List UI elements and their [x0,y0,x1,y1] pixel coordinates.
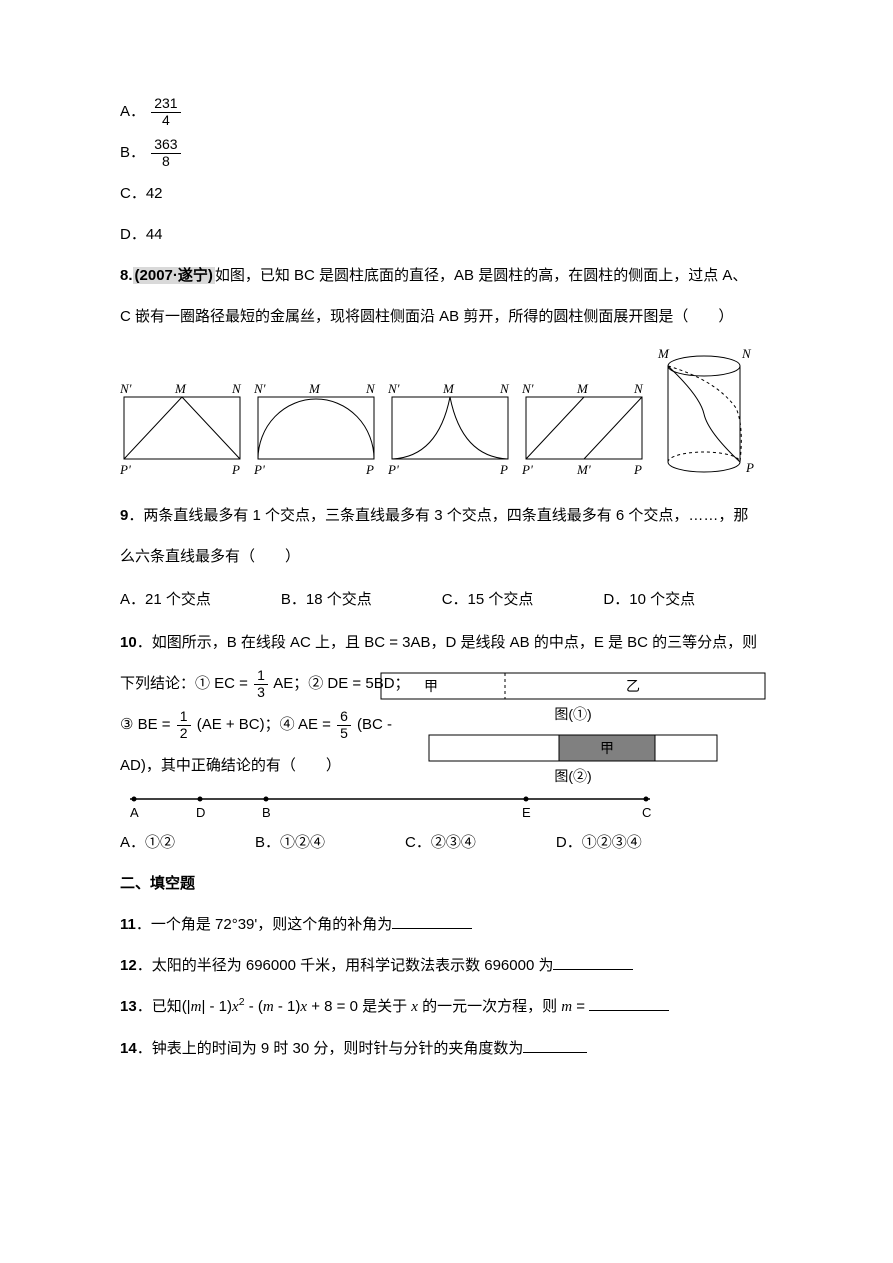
svg-text:B: B [262,805,271,820]
q11-num: 11 [120,916,136,933]
svg-text:A: A [130,805,139,820]
frac-1-2: 12 [177,709,191,741]
svg-text:P': P' [254,462,265,476]
q9-line2: 么六条直线最多有（ ） [120,537,773,576]
svg-text:M: M [442,381,455,396]
svg-text:P: P [365,462,374,476]
svg-text:P: P [231,462,240,476]
svg-text:C: C [642,805,651,820]
q8-num: 8. [120,267,133,284]
svg-text:M: M [657,346,670,361]
blank-11 [392,915,472,930]
q9-opt-a: A．21 个交点 [120,580,211,619]
q7-option-a: A． 231 4 [120,92,773,131]
svg-text:N: N [499,381,510,396]
q12-num: 12 [120,957,137,974]
q14-num: 14 [120,1040,137,1057]
svg-text:P': P' [388,462,399,476]
fig2-caption: 图(②) [373,767,773,787]
opt-d-label: D． [120,226,146,243]
svg-text:D: D [196,805,205,820]
blank-14 [523,1039,587,1054]
fig1-left-label: 甲 [424,678,438,694]
q7-option-d: D．44 [120,215,773,254]
svg-text:N: N [741,346,752,361]
q10-figures: 甲 乙 图(①) 甲 图(②) [373,669,773,786]
svg-text:P: P [745,460,754,475]
q8-line1: 8.(2007·遂宁)如图，已知 BC 是圆柱底面的直径，AB 是圆柱的高，在圆… [120,256,773,295]
svg-text:M: M [576,381,589,396]
fig2-label: 甲 [600,740,614,756]
q8-cylinder: M N P [656,346,756,476]
q14-line: 14．钟表上的时间为 9 时 30 分，则时针与分针的夹角度数为 [120,1029,773,1068]
svg-text:E: E [522,805,531,820]
opt-c-label: C． [120,185,146,202]
blank-12 [553,956,633,971]
q8-diagrams: N' M N P' P N' M N P' P N' M N P' P N' M N P' M' P [120,346,773,476]
q10-opt-b: B．①②④ [255,823,325,862]
q9-opt-c: C．15 个交点 [442,580,534,619]
q8-stem1: 如图，已知 BC 是圆柱底面的直径，AB 是圆柱的高，在圆柱的侧面上，过点 A、 [215,267,748,284]
svg-text:N': N' [120,381,132,396]
q10-fig1: 甲 乙 [373,669,773,703]
q8-tag: (2007·遂宁) [133,267,215,284]
q8-diagram-2: N' M N P' P [254,381,378,476]
svg-text:P: P [633,462,642,476]
opt-a-label: A． [120,103,145,120]
svg-text:N': N' [388,381,400,396]
q13-num: 13 [120,998,137,1015]
q10-line1: 10．如图所示，B 在线段 AC 上，且 BC = 3AB，D 是线段 AB 的… [120,623,773,662]
q10-num: 10 [120,634,137,651]
svg-text:M': M' [576,462,591,476]
q10-opt-a: A．①② [120,823,175,862]
q9-opt-d: D．10 个交点 [603,580,695,619]
q9-options: A．21 个交点 B．18 个交点 C．15 个交点 D．10 个交点 [120,580,773,619]
svg-text:M: M [174,381,187,396]
frac-231-4: 231 4 [151,96,180,128]
fig1-right-label: 乙 [626,678,640,694]
q11-line: 11．一个角是 72°39'，则这个角的补角为 [120,905,773,944]
svg-text:N: N [231,381,242,396]
q13-line: 13．已知(|m| - 1)x2 - (m - 1)x + 8 = 0 是关于 … [120,987,773,1027]
q10-options: A．①② B．①②④ C．②③④ D．①②③④ [120,823,773,862]
svg-text:N: N [633,381,644,396]
q8-diagram-3: N' M N P' P [388,381,512,476]
fig1-caption: 图(①) [373,705,773,725]
opt-b-label: B． [120,144,145,161]
frac-363-8: 363 8 [151,137,180,169]
q8-line2: C 嵌有一圈路径最短的金属丝，现将圆柱侧面沿 AB 剪开，所得的圆柱侧面展开图是… [120,297,773,336]
svg-text:M: M [308,381,321,396]
q9-line1: 9．两条直线最多有 1 个交点，三条直线最多有 3 个交点，四条直线最多有 6 … [120,496,773,535]
svg-text:P': P' [522,462,533,476]
q9-opt-b: B．18 个交点 [281,580,372,619]
q8-diagram-4: N' M N P' M' P [522,381,646,476]
blank-13 [589,997,669,1012]
svg-text:N': N' [522,381,534,396]
q8-diagram-1: N' M N P' P [120,381,244,476]
svg-text:P: P [499,462,508,476]
q10-block: 10．如图所示，B 在线段 AC 上，且 BC = 3AB，D 是线段 AB 的… [120,623,773,785]
q10-opt-d: D．①②③④ [556,823,642,862]
q7-option-b: B． 363 8 [120,133,773,172]
frac-6-5: 65 [337,709,351,741]
svg-text:N': N' [254,381,266,396]
svg-text:N: N [365,381,376,396]
section-2-title: 二、填空题 [120,864,773,903]
q12-line: 12．太阳的半径为 696000 千米，用科学记数法表示数 696000 为 [120,946,773,985]
q10-fig2: 甲 [423,731,723,765]
q7-option-c: C．42 [120,174,773,213]
svg-text:P': P' [120,462,131,476]
q10-number-line: ADB EC [120,791,773,821]
frac-1-3: 13 [254,668,268,700]
q10-opt-c: C．②③④ [405,823,476,862]
q8-stem2: C 嵌有一圈路径最短的金属丝，现将圆柱侧面沿 AB 剪开，所得的圆柱侧面展开图是… [120,308,733,325]
